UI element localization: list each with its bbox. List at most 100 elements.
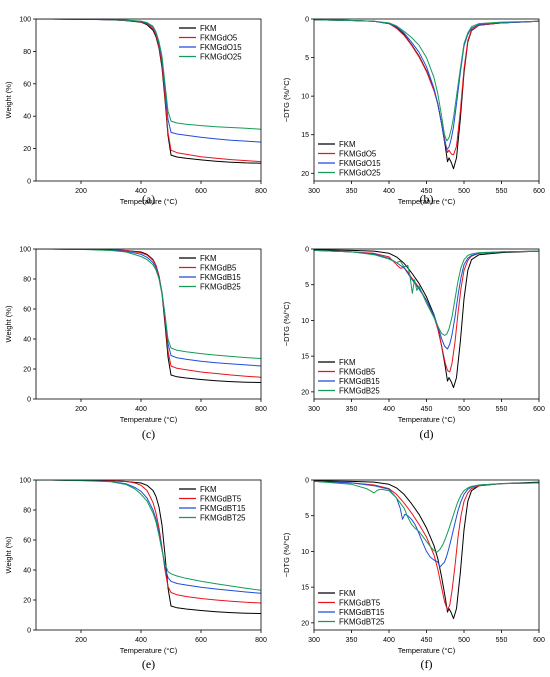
y-tick-label: 0 bbox=[27, 628, 31, 635]
x-tick-label: 800 bbox=[255, 188, 267, 195]
y-tick-label: 5 bbox=[305, 282, 309, 289]
series-group bbox=[314, 249, 539, 389]
series-line-FKMGdB5 bbox=[314, 249, 539, 373]
y-tick-label: 10 bbox=[301, 318, 309, 325]
x-axis-label: Temperature (°C) bbox=[120, 415, 178, 424]
legend-label-FKMGdO5: FKMGdO5 bbox=[200, 34, 238, 43]
legend-label-FKMGdO25: FKMGdO25 bbox=[339, 169, 381, 178]
y-tick-label: 0 bbox=[305, 478, 309, 485]
x-tick-label: 300 bbox=[308, 637, 320, 644]
legend-label-FKMGdO15: FKMGdO15 bbox=[200, 43, 242, 52]
series-line-FKMGdB25 bbox=[314, 249, 539, 336]
legend-label-FKM: FKM bbox=[200, 24, 216, 33]
legend-label-FKMGdB5: FKMGdB5 bbox=[200, 264, 237, 273]
legend-label-FKMGdB25: FKMGdB25 bbox=[339, 387, 380, 396]
legend-label-FKMGdBT25: FKMGdBT25 bbox=[339, 618, 385, 627]
legend-label-FKM: FKM bbox=[200, 254, 216, 263]
y-tick-label: 0 bbox=[305, 17, 309, 24]
y-axis-label: Weight (%) bbox=[4, 305, 13, 342]
x-axis-label: Temperature (°C) bbox=[398, 646, 456, 655]
series-group bbox=[314, 19, 539, 170]
legend-label-FKMGdB25: FKMGdB25 bbox=[200, 283, 241, 292]
x-tick-label: 600 bbox=[195, 188, 207, 195]
y-tick-label: 40 bbox=[23, 568, 31, 575]
x-tick-label: 400 bbox=[135, 406, 147, 413]
x-tick-label: 200 bbox=[75, 188, 87, 195]
x-tick-label: 200 bbox=[75, 637, 87, 644]
legend-label-FKMGdB15: FKMGdB15 bbox=[339, 377, 380, 386]
y-tick-label: 20 bbox=[23, 367, 31, 374]
panel-caption: (b) bbox=[420, 192, 434, 206]
panel-caption: (f) bbox=[421, 657, 433, 671]
y-axis-label: −DTG (%/°C) bbox=[282, 301, 291, 346]
y-tick-label: 0 bbox=[305, 247, 309, 254]
y-tick-label: 80 bbox=[23, 508, 31, 515]
y-tick-label: 20 bbox=[301, 389, 309, 396]
legend-label-FKMGdO25: FKMGdO25 bbox=[200, 53, 242, 62]
panel-caption: (c) bbox=[142, 427, 155, 441]
x-tick-label: 600 bbox=[195, 637, 207, 644]
series-group bbox=[314, 480, 539, 620]
x-tick-label: 400 bbox=[135, 637, 147, 644]
series-line-FKMGdBT25 bbox=[314, 480, 539, 553]
chart-panel-1: 300 350 400 450 500 550 600 0 5 10 15 20 Temperature… bbox=[282, 17, 545, 207]
y-tick-label: 15 bbox=[301, 354, 309, 361]
plot-frame bbox=[35, 479, 262, 631]
x-axis-label: Temperature (°C) bbox=[120, 646, 178, 655]
series-line-FKMGdO5 bbox=[314, 19, 539, 156]
y-tick-label: 60 bbox=[23, 307, 31, 314]
y-tick-label: 20 bbox=[301, 171, 309, 178]
x-tick-label: 800 bbox=[255, 637, 267, 644]
x-tick-label: 800 bbox=[255, 406, 267, 413]
y-tick-label: 40 bbox=[23, 337, 31, 344]
y-axis-label: Weight (%) bbox=[4, 81, 13, 118]
legend-label-FKMGdO5: FKMGdO5 bbox=[339, 150, 377, 159]
x-tick-label: 350 bbox=[346, 188, 358, 195]
x-tick-label: 600 bbox=[533, 406, 545, 413]
legend-label-FKM: FKM bbox=[339, 358, 355, 367]
legend-label-FKMGdBT15: FKMGdBT15 bbox=[339, 608, 385, 617]
legend-label-FKMGdBT25: FKMGdBT25 bbox=[200, 514, 246, 523]
y-tick-label: 0 bbox=[27, 179, 31, 186]
y-tick-label: 100 bbox=[19, 17, 31, 24]
x-tick-label: 350 bbox=[346, 637, 358, 644]
chart-panel-4: 200 400 600 800 0 20 40 60 80 100 Temperature (°C)… bbox=[4, 478, 267, 672]
y-tick-label: 80 bbox=[23, 49, 31, 56]
legend-label-FKMGdBT15: FKMGdBT15 bbox=[200, 504, 246, 513]
y-tick-label: 15 bbox=[301, 585, 309, 592]
plot-frame bbox=[35, 18, 262, 182]
y-tick-label: 10 bbox=[301, 549, 309, 556]
series-group bbox=[36, 19, 261, 164]
y-tick-label: 40 bbox=[23, 114, 31, 121]
x-tick-label: 350 bbox=[346, 406, 358, 413]
x-tick-label: 500 bbox=[458, 188, 470, 195]
series-line-FKMGdBT5 bbox=[314, 480, 539, 611]
series-line-FKMGdBT5 bbox=[36, 480, 261, 604]
series-line-FKMGdB25 bbox=[36, 249, 261, 359]
x-tick-label: 450 bbox=[421, 637, 433, 644]
x-tick-label: 300 bbox=[308, 406, 320, 413]
y-axis-label: −DTG (%/°C) bbox=[282, 77, 291, 122]
x-tick-label: 400 bbox=[383, 637, 395, 644]
legend-label-FKM: FKM bbox=[200, 485, 216, 494]
y-axis-label: −DTG (%/°C) bbox=[282, 532, 291, 577]
x-tick-label: 400 bbox=[135, 188, 147, 195]
y-tick-label: 10 bbox=[301, 94, 309, 101]
chart-panel-3: 300 350 400 450 500 550 600 0 5 10 15 20 Temperature… bbox=[282, 247, 545, 442]
x-tick-label: 500 bbox=[458, 637, 470, 644]
y-tick-label: 5 bbox=[305, 513, 309, 520]
x-tick-label: 200 bbox=[75, 406, 87, 413]
x-tick-label: 550 bbox=[496, 188, 508, 195]
legend-label-FKM: FKM bbox=[339, 589, 355, 598]
y-tick-label: 20 bbox=[23, 598, 31, 605]
series-line-FKMGdO25 bbox=[314, 19, 539, 142]
x-tick-label: 600 bbox=[533, 188, 545, 195]
chart-panel-5: 300 350 400 450 500 550 600 0 5 10 15 20 Temperature… bbox=[282, 478, 545, 672]
x-tick-label: 400 bbox=[383, 406, 395, 413]
x-axis-label: Temperature (°C) bbox=[120, 197, 178, 206]
